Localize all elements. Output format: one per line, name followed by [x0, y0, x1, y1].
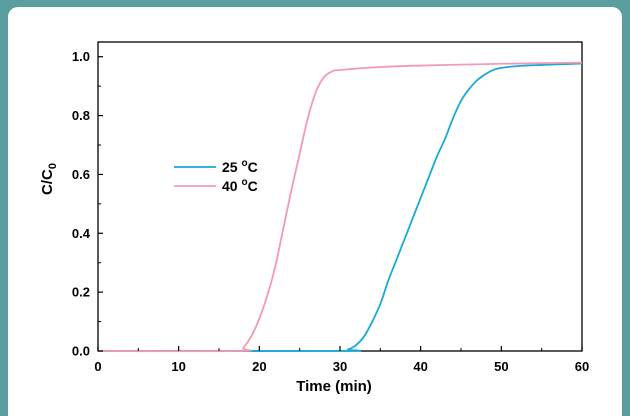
y-axis-title: C/C0 [39, 163, 59, 195]
plot-border [97, 41, 583, 352]
y-tick-label: 0.2 [72, 285, 90, 300]
y-tick-label: 1.0 [72, 49, 90, 64]
x-tick-label: 10 [171, 359, 185, 374]
legend-label-40c: 40 oC [222, 177, 258, 194]
x-tick-label: 60 [575, 359, 589, 374]
x-tick-label: 40 [413, 359, 427, 374]
series-layer [97, 61, 583, 353]
x-tick-label: 50 [494, 359, 508, 374]
y-axis-title-main: C/C [39, 169, 56, 195]
series-line-25c [97, 62, 583, 353]
legend: 25 oC 40 oC [174, 158, 258, 194]
x-axis-title: Time (min) [296, 378, 372, 395]
figure-card: 0 10 20 30 40 50 60 0.0 0.2 0.4 0.6 0.8 1.0 Time (mi… [8, 7, 622, 416]
y-axis-title-sub: 0 [47, 163, 59, 169]
line-chart: 0 10 20 30 40 50 60 0.0 0.2 0.4 0.6 0.8 1.0 Time (mi… [39, 41, 589, 395]
plot-frame [97, 41, 583, 352]
ticks-layer: 0 10 20 30 40 50 60 0.0 0.2 0.4 0.6 0.8 1.0 [72, 49, 589, 374]
y-tick-label: 0.4 [72, 226, 91, 241]
x-tick-label: 20 [252, 359, 266, 374]
y-tick-label: 0.6 [72, 167, 90, 182]
y-tick-label: 0.8 [72, 108, 90, 123]
x-tick-label: 0 [94, 359, 101, 374]
x-tick-label: 30 [333, 359, 347, 374]
series-line-40c [97, 61, 583, 353]
legend-label-25c: 25 oC [222, 158, 258, 175]
y-tick-label: 0.0 [72, 344, 90, 359]
